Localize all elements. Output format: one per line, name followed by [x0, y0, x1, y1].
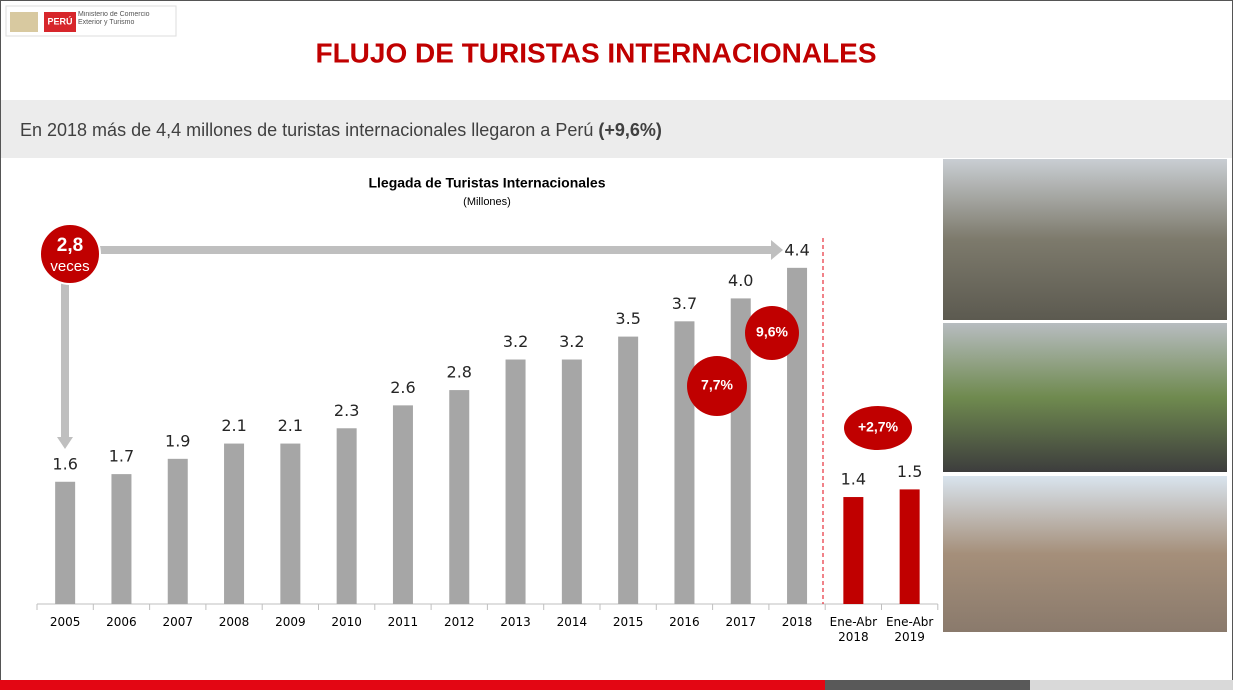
x-tick-label: 2009 — [275, 615, 306, 629]
bar — [674, 321, 695, 604]
growth-number: 2,8 — [57, 235, 83, 256]
bar — [618, 336, 639, 604]
x-tick-label: 2018 — [781, 615, 813, 629]
value-label: 3.5 — [615, 309, 640, 328]
x-tick-label: 2017 — [725, 615, 757, 629]
x-tick-label: Ene-Abr 2018 — [829, 615, 878, 644]
value-label: 2.8 — [447, 363, 472, 382]
bar — [111, 474, 132, 604]
bar — [787, 267, 808, 604]
photo — [943, 323, 1227, 472]
bar — [561, 359, 582, 604]
value-label: 4.0 — [728, 271, 753, 290]
bar — [167, 458, 188, 604]
logo-text: Ministerio de Comercio Exterior y Turism… — [78, 11, 150, 26]
value-label: 4.4 — [784, 240, 809, 259]
value-label: 3.7 — [672, 294, 697, 313]
value-label: 2.3 — [334, 401, 359, 420]
headline-band — [1, 100, 1232, 158]
bar — [899, 489, 920, 604]
bubble — [745, 306, 799, 360]
x-tick-label: 2015 — [612, 615, 644, 629]
growth-word: veces — [50, 258, 89, 275]
bar — [55, 481, 76, 604]
logo-red — [44, 12, 76, 32]
x-tick-label: 2016 — [669, 615, 700, 629]
x-tick-label: 2013 — [500, 615, 531, 629]
headline-text: En 2018 más de 4,4 millones de turistas … — [20, 120, 593, 140]
logo-country: PERÚ — [47, 15, 72, 26]
value-label: 3.2 — [503, 332, 528, 351]
arrow-head — [771, 240, 783, 260]
rate-label: 7,7% — [701, 377, 733, 393]
rate-label: 9,6% — [756, 324, 788, 340]
value-label: 2.1 — [278, 416, 303, 435]
bar — [449, 390, 470, 604]
value-label: 1.9 — [165, 431, 190, 450]
chart-subtitle: (Millones) — [463, 196, 511, 208]
x-tick-label: 2014 — [556, 615, 588, 629]
value-label: 2.1 — [221, 416, 246, 435]
bar — [843, 497, 864, 604]
headline-bold: (+9,6%) — [598, 120, 662, 140]
value-label: 2.6 — [390, 378, 415, 397]
footer-red — [0, 680, 825, 690]
rate-label: +2,7% — [858, 419, 899, 435]
logo-crest — [10, 12, 38, 32]
value-label: 1.6 — [52, 454, 77, 473]
x-tick-label: 2006 — [106, 615, 137, 629]
x-tick-label: 2010 — [331, 615, 362, 629]
photo — [943, 476, 1227, 632]
photo — [943, 159, 1227, 320]
slide-title: FLUJO DE TURISTAS INTERNACIONALES — [315, 37, 876, 68]
chart-title: Llegada de Turistas Internacionales — [368, 175, 605, 191]
value-label: 1.4 — [841, 470, 866, 489]
bubble — [39, 223, 101, 285]
value-label: 1.5 — [897, 462, 922, 481]
x-tick-label: 2005 — [49, 615, 81, 629]
logo-ministry: Ministerio de Comercio Exterior y Turism… — [78, 11, 150, 26]
headline: En 2018 más de 4,4 millones de turistas … — [20, 120, 662, 140]
x-tick-label: 2007 — [162, 615, 194, 629]
bar — [336, 428, 357, 604]
x-tick-label: Ene-Abr 2019 — [885, 615, 934, 644]
bar — [505, 359, 526, 604]
bubble — [687, 356, 747, 416]
x-tick-label: 2011 — [387, 615, 419, 629]
value-label: 3.2 — [559, 332, 584, 351]
bar — [280, 443, 301, 604]
footer-light — [1030, 680, 1233, 690]
arrow-h — [65, 246, 773, 254]
arrow-v — [61, 253, 69, 439]
bar — [224, 443, 245, 604]
x-tick-label: 2012 — [443, 615, 475, 629]
bar — [392, 405, 413, 604]
x-tick-label: 2008 — [218, 615, 250, 629]
value-label: 1.7 — [109, 447, 134, 466]
footer-dark — [825, 680, 1030, 690]
bubble — [844, 406, 912, 450]
arrow-head — [57, 437, 73, 449]
